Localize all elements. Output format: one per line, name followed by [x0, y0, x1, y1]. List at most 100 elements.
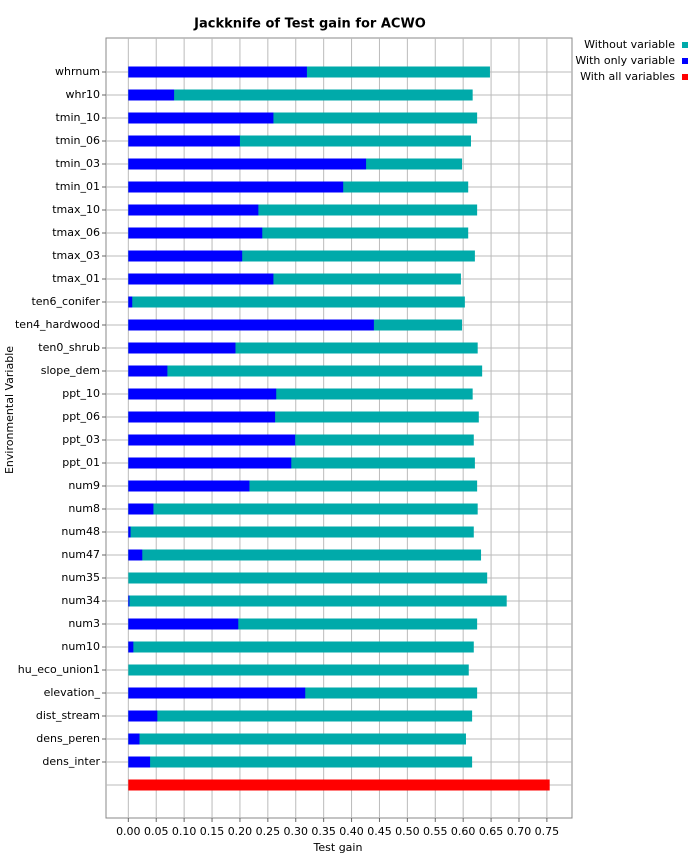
- y-tick-label: dens_peren: [36, 732, 100, 745]
- y-tick-label: num34: [61, 594, 100, 607]
- y-tick-label: ten6_conifer: [31, 295, 100, 308]
- x-tick-label: 0.05: [144, 825, 169, 838]
- y-tick-label: hu_eco_union1: [18, 663, 100, 676]
- bar: [128, 112, 274, 124]
- bar: [128, 526, 474, 538]
- bar: [128, 181, 344, 193]
- bar: [128, 480, 250, 492]
- x-axis-label: Test gain: [313, 841, 363, 854]
- bar: [128, 66, 490, 78]
- bar: [128, 756, 473, 768]
- bar: [128, 227, 469, 239]
- x-tick-label: 0.20: [228, 825, 253, 838]
- x-tick-label: 0.15: [200, 825, 225, 838]
- x-tick-label: 0.40: [339, 825, 364, 838]
- bar: [128, 733, 140, 745]
- bar: [128, 572, 488, 584]
- bar: [128, 135, 240, 147]
- bar: [128, 89, 175, 101]
- bar: [128, 687, 306, 699]
- bar: [128, 503, 154, 515]
- bar: [128, 365, 168, 377]
- bar: [128, 342, 236, 354]
- bar: [128, 618, 478, 630]
- y-tick-label: num48: [61, 525, 100, 538]
- bar: [128, 756, 151, 768]
- bar: [128, 388, 277, 400]
- x-tick-label: 0.50: [395, 825, 420, 838]
- x-tick-label: 0.25: [256, 825, 281, 838]
- bar: [128, 457, 475, 469]
- legend-swatch: [682, 74, 688, 80]
- y-tick-label: tmax_06: [52, 226, 100, 239]
- bar: [128, 595, 130, 607]
- y-tick-label: num3: [68, 617, 100, 630]
- bar: [128, 411, 276, 423]
- bar: [128, 388, 473, 400]
- y-axis-label: Environmental Variable: [3, 346, 16, 474]
- legend-swatch: [682, 42, 688, 48]
- bar: [128, 710, 158, 722]
- y-tick-label: ten4_hardwood: [15, 318, 100, 331]
- legend-label: Without variable: [584, 38, 675, 51]
- bar: [128, 411, 479, 423]
- bar: [128, 503, 478, 515]
- bar: [128, 158, 367, 170]
- y-tick-label: dist_stream: [36, 709, 100, 722]
- y-tick-label: ppt_10: [62, 387, 100, 400]
- x-tick-label: 0.30: [283, 825, 308, 838]
- y-tick-label: elevation_: [44, 686, 101, 699]
- x-tick-label: 0.35: [311, 825, 336, 838]
- bar: [128, 296, 465, 308]
- y-tick-label: num9: [68, 479, 100, 492]
- x-tick-label: 0.60: [451, 825, 476, 838]
- y-tick-label: tmin_01: [55, 180, 100, 193]
- bar: [128, 204, 478, 216]
- bar: [128, 227, 263, 239]
- x-tick-label: 0.65: [479, 825, 504, 838]
- bar: [128, 434, 296, 446]
- y-tick-label: ten0_shrub: [38, 341, 100, 354]
- y-tick-label: num35: [61, 571, 100, 584]
- x-tick-label: 0.55: [423, 825, 448, 838]
- plot-area: [105, 37, 573, 819]
- bar: [128, 250, 243, 262]
- y-tick-label: tmax_01: [52, 272, 100, 285]
- y-tick-label: tmax_03: [52, 249, 100, 262]
- y-tick-label: tmax_10: [52, 203, 100, 216]
- bar: [128, 549, 482, 561]
- legend-label: With all variables: [580, 70, 675, 83]
- x-tick-label: 0.10: [172, 825, 197, 838]
- x-tick-label: 0.70: [507, 825, 532, 838]
- y-tick-label: num10: [61, 640, 100, 653]
- y-tick-label: whrnum: [55, 65, 100, 78]
- bar: [128, 66, 307, 78]
- y-tick-label: slope_dem: [41, 364, 100, 377]
- y-tick-label: tmin_06: [55, 134, 100, 147]
- bar: [128, 710, 473, 722]
- bar: [128, 319, 374, 331]
- bar: [128, 595, 507, 607]
- y-tick-label: num47: [61, 548, 100, 561]
- bar: [128, 526, 131, 538]
- legend-swatch: [682, 58, 688, 64]
- x-tick-label: 0.00: [116, 825, 141, 838]
- y-tick-label: ppt_01: [62, 456, 100, 469]
- bar: [128, 641, 474, 653]
- y-tick-label: tmin_03: [55, 157, 100, 170]
- bar: [128, 664, 469, 676]
- bar: [128, 733, 466, 745]
- bar: [128, 296, 133, 308]
- bar: [128, 549, 143, 561]
- legend-label: With only variable: [575, 54, 675, 67]
- bar: [128, 273, 274, 285]
- bar: [128, 273, 461, 285]
- bar: [128, 250, 475, 262]
- bar: [128, 779, 550, 791]
- bar: [128, 480, 478, 492]
- x-tick-label: 0.75: [535, 825, 560, 838]
- bar: [128, 434, 474, 446]
- bar: [128, 135, 471, 147]
- y-tick-label: ppt_06: [62, 410, 100, 423]
- bar: [128, 204, 259, 216]
